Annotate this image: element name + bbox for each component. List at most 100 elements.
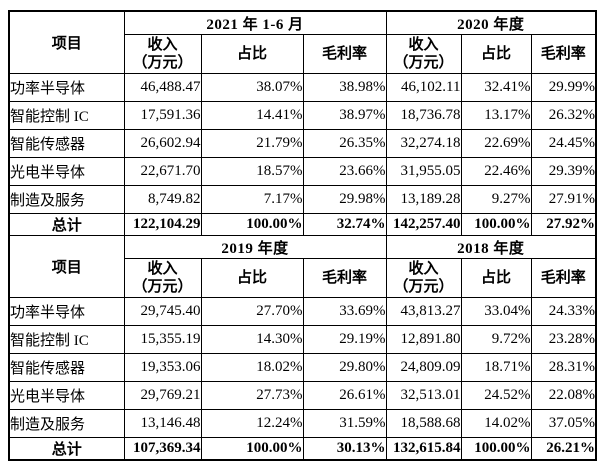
share-value: 24.52% xyxy=(460,381,532,410)
total-row: 总计 122,104.29 100.00% 32.74% 142,257.40 100.0… xyxy=(8,213,597,236)
row-label: 制造及服务 xyxy=(8,185,125,214)
row-label: 功率半导体 xyxy=(8,73,125,102)
data-row: 功率半导体 46,488.47 38.07% 38.98% 46,102.11 32.41… xyxy=(8,73,597,102)
share-value: 100.00% xyxy=(200,213,304,236)
revenue-value: 15,355.19 xyxy=(123,325,202,354)
data-row: 光电半导体 22,671.70 18.57% 23.66% 31,955.05 22.46… xyxy=(8,157,597,186)
revenue-column-header: 收入 （万元） xyxy=(385,34,462,74)
revenue-value: 122,104.29 xyxy=(123,213,202,236)
share-value: 100.00% xyxy=(460,213,532,236)
share-value: 100.00% xyxy=(200,437,304,461)
revenue-value: 29,745.40 xyxy=(123,297,202,326)
revenue-value: 43,813.27 xyxy=(385,297,462,326)
row-label: 智能控制 IC xyxy=(8,325,125,354)
row-label: 总计 xyxy=(8,213,125,236)
share-value: 13.17% xyxy=(460,101,532,130)
margin-value: 30.13% xyxy=(302,437,387,461)
margin-value: 29.80% xyxy=(302,353,387,382)
margin-column-header: 毛利率 xyxy=(302,34,387,74)
margin-value: 26.21% xyxy=(530,437,597,461)
revenue-value: 32,274.18 xyxy=(385,129,462,158)
row-label: 智能传感器 xyxy=(8,129,125,158)
margin-value: 23.66% xyxy=(302,157,387,186)
revenue-value: 17,591.36 xyxy=(123,101,202,130)
row-label: 制造及服务 xyxy=(8,409,125,438)
margin-value: 26.35% xyxy=(302,129,387,158)
share-value: 22.46% xyxy=(460,157,532,186)
sub-header-row: 收入 （万元） 占比 毛利率 收入 （万元） 占比 毛利率 xyxy=(9,34,597,74)
period-label: 2020 年度 xyxy=(385,10,597,35)
sub-header-row: 收入 （万元） 占比 毛利率 收入 （万元） 占比 毛利率 xyxy=(9,258,597,298)
row-label: 智能传感器 xyxy=(8,353,125,382)
revenue-value: 22,671.70 xyxy=(123,157,202,186)
margin-value: 29.39% xyxy=(530,157,597,186)
period-label: 2019 年度 xyxy=(123,235,387,259)
revenue-value: 29,769.21 xyxy=(123,381,202,410)
share-value: 21.79% xyxy=(200,129,304,158)
share-value: 9.72% xyxy=(460,325,532,354)
share-value: 33.04% xyxy=(460,297,532,326)
revenue-table-body: 项目 2021 年 1-6 月 2020 年度 收入 （万元） 占比 毛利率 收入 （万元）… xyxy=(8,10,597,461)
margin-value: 27.92% xyxy=(530,213,597,236)
data-row: 智能控制 IC 15,355.19 14.30% 29.19% 12,891.80 9.7… xyxy=(8,325,597,354)
row-label: 总计 xyxy=(8,437,125,461)
data-row: 制造及服务 13,146.48 12.24% 31.59% 18,588.68 14.02… xyxy=(8,409,597,438)
share-value: 14.41% xyxy=(200,101,304,130)
share-value: 18.02% xyxy=(200,353,304,382)
share-column-header: 占比 xyxy=(200,34,304,74)
revenue-value: 107,369.34 xyxy=(123,437,202,461)
margin-value: 28.31% xyxy=(530,353,597,382)
revenue-value: 8,749.82 xyxy=(123,185,202,214)
data-row: 智能传感器 19,353.06 18.02% 29.80% 24,809.09 18.71… xyxy=(8,353,597,382)
revenue-value: 13,189.28 xyxy=(385,185,462,214)
share-value: 7.17% xyxy=(200,185,304,214)
period-label: 2018 年度 xyxy=(385,235,597,259)
margin-value: 38.97% xyxy=(302,101,387,130)
revenue-breakdown-table: 项目 2021 年 1-6 月 2020 年度 收入 （万元） 占比 毛利率 收入 （万元）… xyxy=(8,10,597,461)
revenue-value: 132,615.84 xyxy=(385,437,462,461)
share-column-header: 占比 xyxy=(200,258,304,298)
revenue-value: 32,513.01 xyxy=(385,381,462,410)
row-label: 光电半导体 xyxy=(8,157,125,186)
total-row: 总计 107,369.34 100.00% 30.13% 132,615.84 100.0… xyxy=(8,437,597,461)
margin-value: 23.28% xyxy=(530,325,597,354)
revenue-value: 46,102.11 xyxy=(385,73,462,102)
data-row: 功率半导体 29,745.40 27.70% 33.69% 43,813.27 33.04… xyxy=(8,297,597,326)
margin-column-header: 毛利率 xyxy=(530,258,597,298)
share-value: 27.73% xyxy=(200,381,304,410)
revenue-value: 18,588.68 xyxy=(385,409,462,438)
data-row: 智能传感器 26,602.94 21.79% 26.35% 32,274.18 22.69… xyxy=(8,129,597,158)
item-column-header: 项目 xyxy=(8,235,125,298)
row-label: 光电半导体 xyxy=(8,381,125,410)
share-value: 22.69% xyxy=(460,129,532,158)
data-row: 智能控制 IC 17,591.36 14.41% 38.97% 18,736.78 13.… xyxy=(8,101,597,130)
share-value: 18.57% xyxy=(200,157,304,186)
revenue-value: 26,602.94 xyxy=(123,129,202,158)
revenue-column-header: 收入 （万元） xyxy=(385,258,462,298)
margin-value: 32.74% xyxy=(302,213,387,236)
share-value: 14.30% xyxy=(200,325,304,354)
row-label: 功率半导体 xyxy=(8,297,125,326)
margin-value: 33.69% xyxy=(302,297,387,326)
period-header-row: 项目 2019 年度 2018 年度 xyxy=(8,235,597,298)
share-value: 27.70% xyxy=(200,297,304,326)
revenue-value: 46,488.47 xyxy=(123,73,202,102)
revenue-column-header: 收入 （万元） xyxy=(123,258,202,298)
margin-value: 29.99% xyxy=(530,73,597,102)
revenue-value: 18,736.78 xyxy=(385,101,462,130)
margin-value: 24.45% xyxy=(530,129,597,158)
margin-column-header: 毛利率 xyxy=(530,34,597,74)
item-column-header: 项目 xyxy=(8,10,125,74)
share-value: 14.02% xyxy=(460,409,532,438)
share-value: 12.24% xyxy=(200,409,304,438)
data-row: 制造及服务 8,749.82 7.17% 29.98% 13,189.28 9.27% 27… xyxy=(8,185,597,214)
share-value: 100.00% xyxy=(460,437,532,461)
revenue-value: 31,955.05 xyxy=(385,157,462,186)
data-row: 光电半导体 29,769.21 27.73% 26.61% 32,513.01 24.52… xyxy=(8,381,597,410)
margin-value: 26.61% xyxy=(302,381,387,410)
margin-value: 24.33% xyxy=(530,297,597,326)
margin-value: 27.91% xyxy=(530,185,597,214)
margin-value: 38.98% xyxy=(302,73,387,102)
period-header-row: 项目 2021 年 1-6 月 2020 年度 xyxy=(8,10,597,74)
